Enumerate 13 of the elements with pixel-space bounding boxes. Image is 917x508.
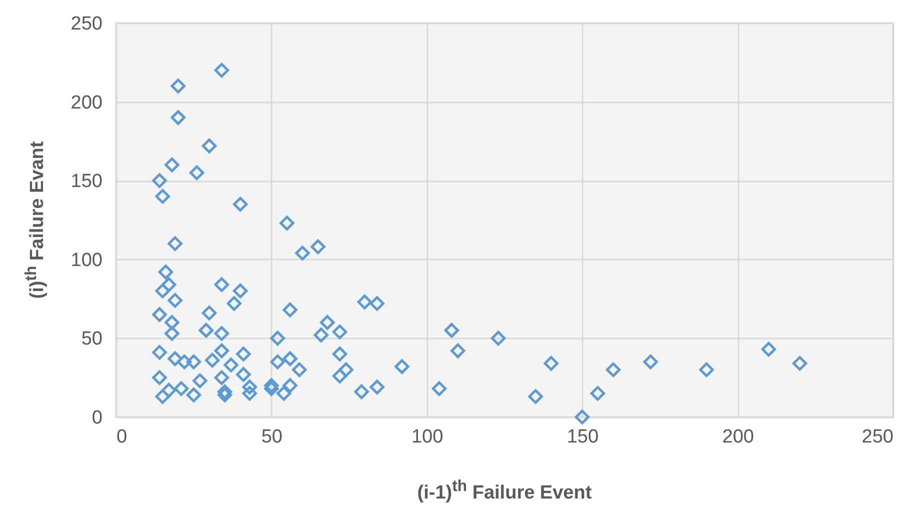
- x-tick-label: 100: [411, 426, 444, 448]
- y-tick-label: 150: [70, 171, 102, 192]
- y-tick-label: 250: [70, 14, 102, 34]
- y-tick-label: 50: [81, 328, 102, 350]
- x-tick-label: 150: [566, 426, 599, 448]
- x-tick-label: 250: [862, 426, 894, 448]
- y-tick-label: 100: [70, 250, 102, 271]
- x-tick-label: 50: [261, 426, 282, 448]
- y-tick-label: 200: [70, 92, 102, 114]
- x-tick-label: 200: [722, 426, 754, 448]
- y-tick-label: 0: [92, 408, 102, 428]
- x-tick-label: 0: [116, 426, 128, 448]
- x-axis-title: (i-1)$^{th}$ Failure Event: [416, 478, 593, 504]
